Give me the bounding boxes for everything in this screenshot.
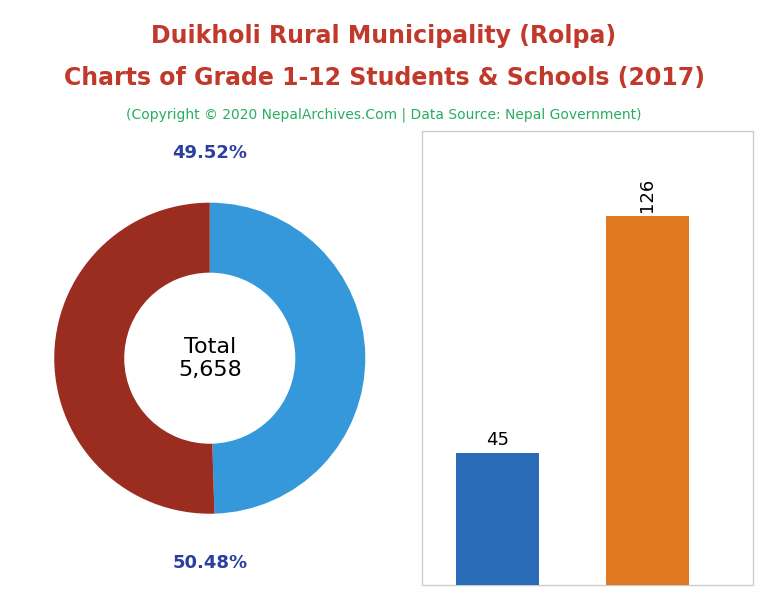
Wedge shape — [210, 202, 366, 513]
Bar — [456, 453, 538, 585]
Text: Total
5,658: Total 5,658 — [178, 337, 242, 380]
Text: 50.48%: 50.48% — [172, 555, 247, 573]
Text: (Copyright © 2020 NepalArchives.Com | Data Source: Nepal Government): (Copyright © 2020 NepalArchives.Com | Da… — [126, 107, 642, 122]
Text: 49.52%: 49.52% — [172, 144, 247, 162]
Text: 45: 45 — [486, 431, 508, 449]
Text: Duikholi Rural Municipality (Rolpa): Duikholi Rural Municipality (Rolpa) — [151, 24, 617, 48]
Wedge shape — [55, 202, 214, 514]
Text: 126: 126 — [638, 177, 657, 212]
Bar — [606, 216, 689, 585]
Text: Charts of Grade 1-12 Students & Schools (2017): Charts of Grade 1-12 Students & Schools … — [64, 66, 704, 90]
